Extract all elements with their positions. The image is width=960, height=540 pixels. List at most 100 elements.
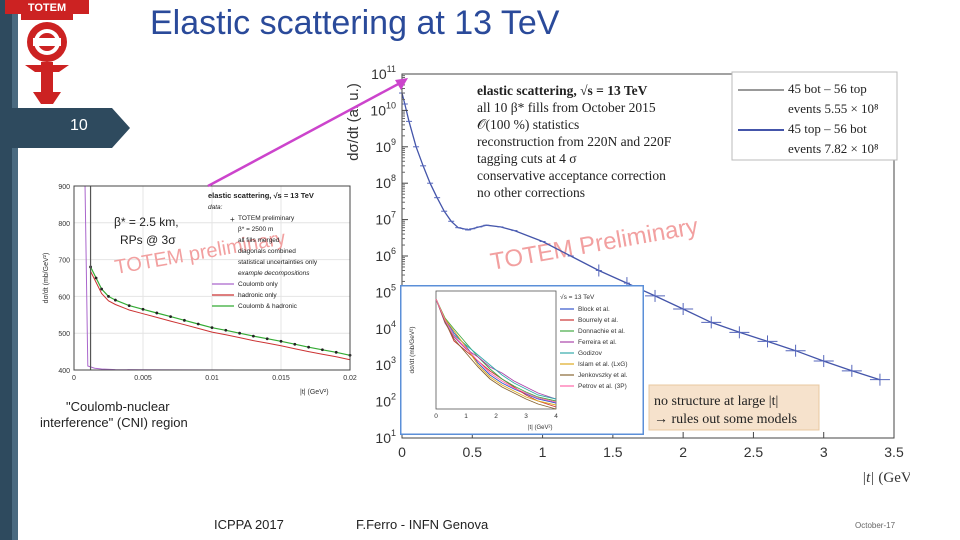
inset-model-line <box>435 298 557 403</box>
main-annotation: no other corrections <box>477 185 585 200</box>
left-data-point <box>307 345 310 349</box>
main-xtick-label: 0 <box>398 444 406 460</box>
legend-entry-1: 45 bot – 56 top <box>788 81 867 96</box>
main-xtick-label: 3 <box>820 444 828 460</box>
main-ytick-exp: 11 <box>387 64 396 74</box>
sidebar-strip <box>0 0 12 540</box>
inset-legend-label: Block et al. <box>578 306 610 313</box>
left-legend-model: Coulomb only <box>238 281 278 288</box>
left-model-hadronic <box>90 271 351 361</box>
left-data-point <box>210 326 214 330</box>
inset-xtick-label: 0 <box>434 413 438 420</box>
main-ytick-label: 107 <box>375 210 396 228</box>
left-data-point <box>94 276 98 280</box>
left-xtick-label: 0.01 <box>205 375 219 382</box>
left-data-point <box>321 348 324 352</box>
main-ytick-label: 103 <box>375 355 396 373</box>
main-ytick-base: 10 <box>371 66 387 82</box>
left-legend-line: TOTEM preliminary <box>238 215 295 222</box>
inset-legend-label: Jenkovszky et al. <box>578 372 628 379</box>
inset-xtick-label: 3 <box>524 413 528 420</box>
main-xlabel: |t| (GeV²) <box>862 470 910 486</box>
main-ytick-base: 10 <box>375 248 391 264</box>
main-ytick-label: 106 <box>375 246 396 264</box>
main-ytick-base: 10 <box>375 394 391 410</box>
inset-model-line <box>435 298 557 406</box>
left-ytick-label: 500 <box>58 331 70 338</box>
main-annotation: all 10 β* fills from October 2015 <box>477 100 656 115</box>
main-ytick-label: 102 <box>375 392 396 410</box>
main-ytick-base: 10 <box>375 430 391 446</box>
note-line-2: → rules out some models <box>654 412 797 427</box>
left-legend-line: diagonals combined <box>238 248 296 255</box>
footer-author: F.Ferro - INFN Genova <box>356 517 489 532</box>
beta-note-1: β* = 2.5 km, <box>114 215 179 229</box>
main-annotation: tagging cuts at 4 σ <box>477 151 577 166</box>
left-legend-line: all fills merged <box>238 237 280 244</box>
inset-xtick-label: 1 <box>464 413 468 420</box>
main-ytick-exp: 4 <box>391 319 396 329</box>
left-data-point <box>238 331 242 335</box>
legend-entry-2: 45 top – 56 bot <box>788 121 867 136</box>
left-legend-model: hadronic only <box>238 292 277 299</box>
left-legend-title: elastic scattering, √s = 13 TeV <box>208 191 314 200</box>
left-ytick-label: 400 <box>58 368 70 375</box>
main-ytick-exp: 7 <box>391 210 396 220</box>
left-legend-marker: + <box>230 215 235 224</box>
main-xtick-label: 1.5 <box>603 444 623 460</box>
main-ytick-exp: 10 <box>386 100 396 110</box>
main-ytick-label: 101 <box>375 428 396 446</box>
inset-xtick-label: 4 <box>554 413 558 420</box>
note-line-1: no structure at large |t| <box>654 394 778 409</box>
left-data-point <box>196 322 200 326</box>
main-ylabel: dσ/dt (a. u.) <box>345 83 362 161</box>
main-annotation: reconstruction from 220N and 220F <box>477 134 672 149</box>
main-xtick-label: 2.5 <box>744 444 764 460</box>
main-annotation: 𝒪(100 %) statistics <box>477 117 579 132</box>
main-xlabel-b: (GeV²) <box>878 470 910 486</box>
left-legend-line: statistical uncertainties only <box>238 259 318 266</box>
legend-events-1: events 5.55 × 10⁸ <box>788 101 879 116</box>
left-legend-data: data: <box>208 204 223 211</box>
main-ytick-base: 10 <box>375 175 391 191</box>
beta-note-2: RPs @ 3σ <box>120 233 176 247</box>
main-xtick-label: 1 <box>539 444 547 460</box>
main-annotation: elastic scattering, √s = 13 TeV <box>477 83 648 98</box>
inset-legend-header: √s = 13 TeV <box>560 293 595 301</box>
main-ytick-base: 10 <box>375 139 391 155</box>
inset-xlabel: |t| (GeV²) <box>528 425 552 431</box>
cni-label-1: "Coulomb-nuclear <box>66 399 170 414</box>
inset-model-line <box>435 298 557 404</box>
left-data-point <box>279 339 283 343</box>
left-legend-line: example decompositions <box>238 270 310 277</box>
left-data-point <box>100 287 103 291</box>
left-data-point <box>107 295 110 298</box>
left-ytick-label: 800 <box>58 221 70 228</box>
main-ytick-exp: 8 <box>391 173 396 183</box>
inset-model-line <box>435 298 557 400</box>
left-data-point <box>252 334 255 338</box>
slide-number: 10 <box>70 117 88 134</box>
left-xtick-label: 0 <box>72 375 76 382</box>
left-ytick-label: 900 <box>58 184 70 191</box>
inset-legend-label: Donnachie et al. <box>578 328 625 335</box>
slide-title: Elastic scattering at 13 TeV <box>150 4 560 42</box>
main-ytick-base: 10 <box>375 212 391 228</box>
inset-ylabel: dσ/dt (mb/GeV²) <box>409 327 416 374</box>
totem-logo: TOTEM <box>5 0 89 104</box>
main-ytick-exp: 3 <box>391 355 396 365</box>
main-xtick-label: 0.5 <box>463 444 483 460</box>
left-legend-model: Coulomb & hadronic <box>238 303 298 310</box>
main-ytick-label: 105 <box>375 282 396 300</box>
main-series-line <box>401 92 881 381</box>
left-data-point <box>224 328 228 332</box>
left-data-point <box>265 337 269 341</box>
left-data-point <box>127 304 131 307</box>
cni-label-2: interference" (CNI) region <box>40 415 188 430</box>
inset-model-line <box>435 298 557 402</box>
inset-legend-label: Bourrely et al. <box>578 317 618 324</box>
left-xtick-label: 0.015 <box>272 375 290 382</box>
main-xlabel-a: |t| <box>862 470 874 486</box>
left-ytick-label: 700 <box>58 258 70 265</box>
left-data-point <box>183 318 186 322</box>
